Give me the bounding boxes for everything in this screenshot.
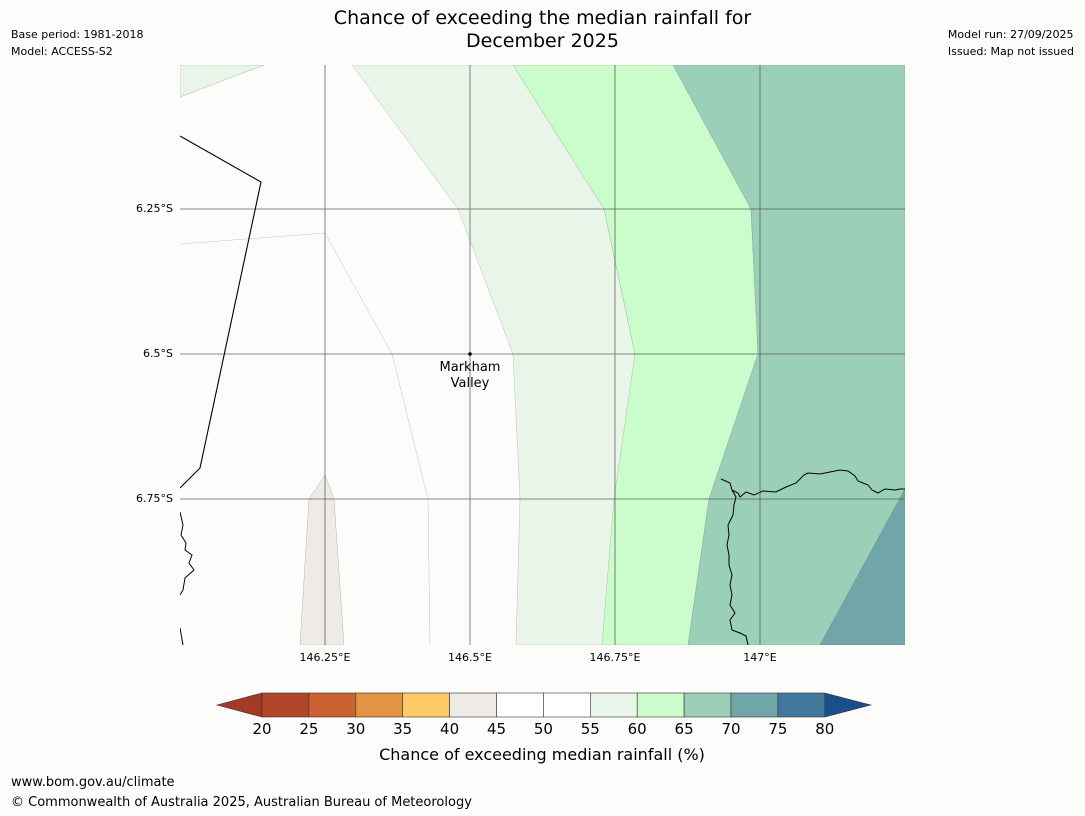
legend-cell-20-25 xyxy=(261,692,310,718)
lat-label-6-5: 6.5°S xyxy=(143,347,173,360)
legend-tick-30: 30 xyxy=(346,720,366,738)
legend-cell-75-80 xyxy=(777,692,826,718)
legend-colorbar xyxy=(215,692,872,718)
legend-cell-30-35 xyxy=(355,692,404,718)
title-line-1: Chance of exceeding the median rainfall … xyxy=(333,7,752,29)
place-label-line-1: Markham xyxy=(440,360,501,375)
huon-coastline xyxy=(720,469,905,498)
legend-tick-75: 75 xyxy=(768,720,788,738)
legend-tick-40: 40 xyxy=(440,720,460,738)
legend-tick-35: 35 xyxy=(393,720,413,738)
lat-label-6-25: 6.25°S xyxy=(136,202,173,215)
legend-tick-70: 70 xyxy=(721,720,741,738)
legend-title: Chance of exceeding median rainfall (%) xyxy=(379,745,705,764)
model-run: Model run: 27/09/2025 xyxy=(947,28,1074,41)
legend-cell-55-60 xyxy=(589,692,638,718)
model-name: Model: ACCESS-S2 xyxy=(11,45,113,58)
lon-label-146-75: 146.75°E xyxy=(589,651,641,664)
contour-70-75 xyxy=(819,488,905,645)
rainfall-map: Markham Valley xyxy=(180,65,905,645)
graticule xyxy=(180,65,905,645)
legend-cell-35-40 xyxy=(402,692,450,718)
legend-tick-20: 20 xyxy=(252,720,272,738)
legend-tick-45: 45 xyxy=(486,720,507,738)
place-label-line-2: Valley xyxy=(451,376,490,391)
legend-tick-65: 65 xyxy=(674,720,694,738)
lon-label-146-25: 146.25°E xyxy=(299,651,351,664)
legend-tick-55: 55 xyxy=(580,720,600,738)
legend-cell-45-50 xyxy=(496,692,544,718)
contour-55-60-top-left xyxy=(180,65,265,98)
legend-cell-70-75 xyxy=(730,692,779,718)
run-info: Model run: 27/09/2025 Issued: Map not is… xyxy=(948,26,1074,60)
legend-cell-50-55 xyxy=(543,692,591,718)
west-coastline-lower xyxy=(180,627,184,645)
lon-label-146-5: 146.5°E xyxy=(448,651,492,664)
footer-copyright: © Commonwealth of Australia 2025, Austra… xyxy=(11,795,472,810)
base-info: Base period: 1981-2018 Model: ACCESS-S2 xyxy=(11,26,143,60)
issued-status: Issued: Map not issued xyxy=(947,45,1074,58)
legend-cell-40-45 xyxy=(449,692,497,718)
province-border xyxy=(180,135,262,489)
footer-url: www.bom.gov.au/climate xyxy=(11,775,175,790)
legend-tick-80: 80 xyxy=(815,720,835,738)
west-coastline xyxy=(180,511,195,596)
legend-cell-60-65 xyxy=(636,692,685,718)
lon-label-147: 147°E xyxy=(743,651,777,664)
base-period: Base period: 1981-2018 xyxy=(11,28,144,41)
contour-65-70 xyxy=(672,65,905,645)
legend-arrow-low xyxy=(215,692,263,718)
legend-cells xyxy=(215,692,872,718)
title-line-2: December 2025 xyxy=(466,30,619,52)
map-title: Chance of exceeding the median rainfall … xyxy=(270,7,815,53)
legend-tick-60: 60 xyxy=(627,720,647,738)
lat-label-6-75: 6.75°S xyxy=(136,492,173,505)
legend-cell-25-30 xyxy=(308,692,357,718)
legend-cell-65-70 xyxy=(683,692,732,718)
legend-tick-50: 50 xyxy=(533,720,553,738)
contour-40-45 xyxy=(299,474,345,645)
legend-arrow-high xyxy=(824,692,872,718)
markham-valley-marker xyxy=(468,352,472,356)
legend-tick-25: 25 xyxy=(299,720,319,738)
markham-river-coast xyxy=(726,489,749,645)
